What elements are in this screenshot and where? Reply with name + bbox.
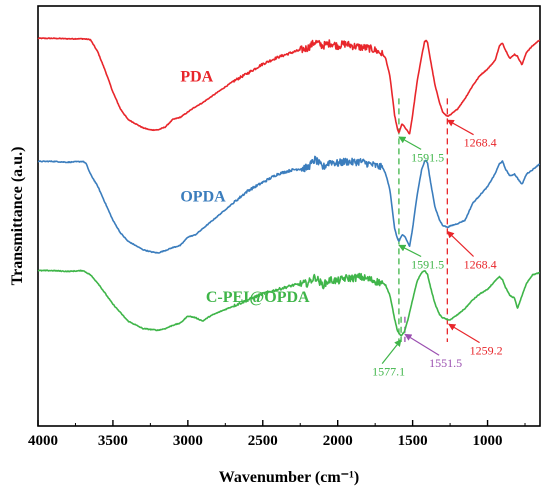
annotation-label: 1268.4 (464, 136, 497, 150)
series-line-2 (37, 269, 541, 337)
x-tick-label: 3000 (173, 433, 203, 449)
annotation-arrow (446, 119, 474, 136)
series-line-1 (37, 155, 541, 254)
series-label: OPDA (180, 188, 226, 205)
series-line-0 (37, 37, 541, 135)
x-axis-title: Wavenumber (cm⁻¹) (219, 469, 359, 486)
x-tick-label: 1500 (398, 433, 428, 449)
annotation-label: 1591.5 (411, 258, 444, 272)
annotation-arrow (446, 230, 474, 257)
annotation-group: 1591.5 1268.4 1591.5 1268.4 1577.1 1551.5 1259… (372, 119, 503, 379)
x-tick-label: 2500 (248, 433, 278, 449)
annotation-arrow (398, 136, 422, 150)
plot-frame (37, 5, 541, 427)
y-axis-title: Transmittance (a.u.) (9, 147, 26, 286)
x-tick-label: 3500 (98, 433, 128, 449)
series-group (37, 37, 541, 337)
annotation-arrow (448, 323, 480, 344)
series-label: C-PEI@OPDA (206, 289, 310, 306)
annotation-arrow (398, 244, 422, 258)
annotation-arrow (404, 333, 440, 356)
annotation-label: 1259.2 (470, 344, 503, 358)
annotation-arrow (381, 339, 402, 364)
series-labels: PDA OPDA C-PEI@OPDA (180, 69, 310, 307)
x-axis: 4000 3500 3000 2500 2000 1500 1000 (28, 420, 526, 449)
annotation-label: 1268.4 (464, 258, 497, 272)
x-tick-label: 4000 (28, 433, 58, 449)
annotation-label: 1591.5 (411, 150, 444, 164)
plot-area: 1591.5 1268.4 1591.5 1268.4 1577.1 1551.5 1259… (37, 5, 541, 427)
annotation-label: 1577.1 (372, 365, 405, 379)
series-label: PDA (180, 69, 213, 86)
annotation-label: 1551.5 (429, 356, 462, 370)
x-tick-label: 2000 (323, 433, 353, 449)
x-tick-label: 1000 (473, 433, 503, 449)
